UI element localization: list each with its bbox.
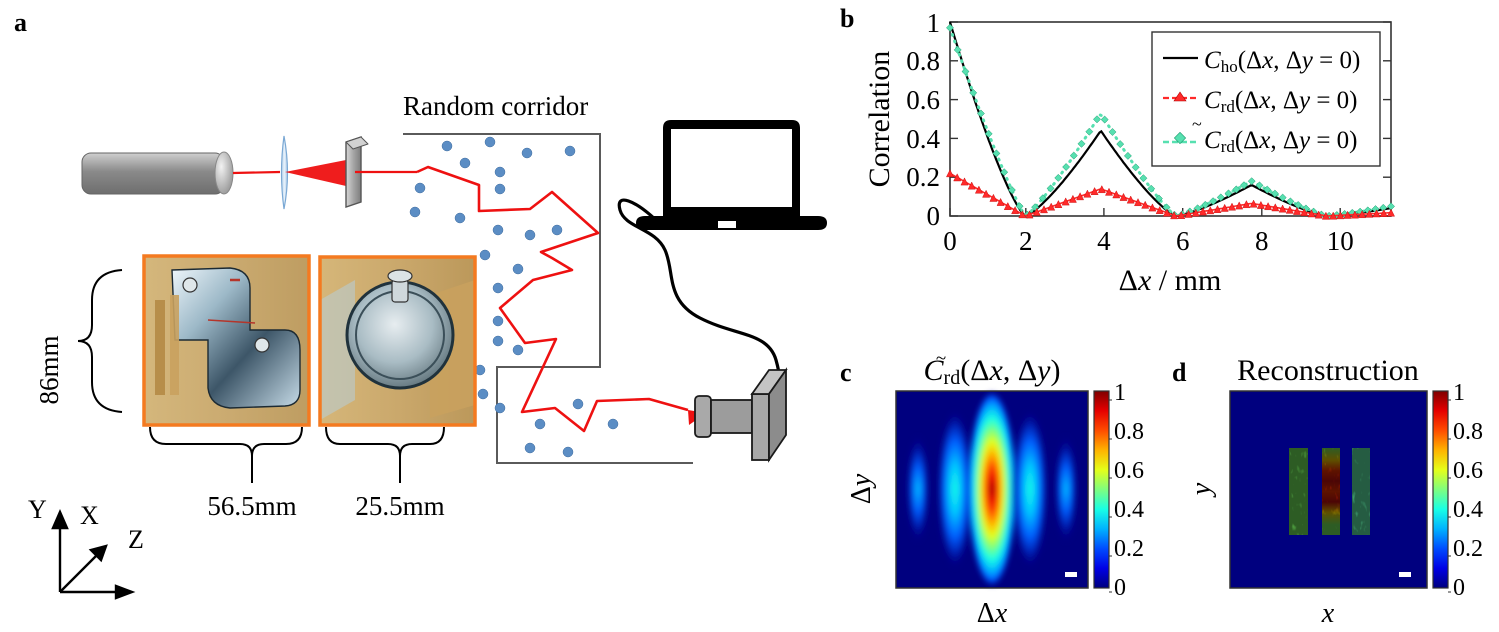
svg-text:0.4: 0.4: [1114, 497, 1144, 523]
svg-text:0.4: 0.4: [1453, 497, 1483, 523]
svg-text:x: x: [1321, 598, 1335, 629]
svg-text:Δx: Δx: [977, 598, 1008, 629]
svg-text:0.6: 0.6: [1453, 458, 1483, 484]
svg-text:y: y: [1186, 482, 1217, 498]
svg-text:1: 1: [1114, 380, 1126, 406]
svg-text:1: 1: [1453, 380, 1465, 406]
svg-text:Δy: Δy: [846, 473, 877, 504]
svg-text:0: 0: [1114, 575, 1126, 601]
svg-text:0: 0: [1453, 575, 1465, 601]
svg-text:0.8: 0.8: [1453, 419, 1483, 445]
svg-text:0.2: 0.2: [1114, 536, 1144, 562]
svg-text:0.2: 0.2: [1453, 536, 1483, 562]
svg-text:0.8: 0.8: [1114, 419, 1144, 445]
svg-text:Reconstruction: Reconstruction: [1237, 354, 1419, 387]
svg-text:0.6: 0.6: [1114, 458, 1144, 484]
